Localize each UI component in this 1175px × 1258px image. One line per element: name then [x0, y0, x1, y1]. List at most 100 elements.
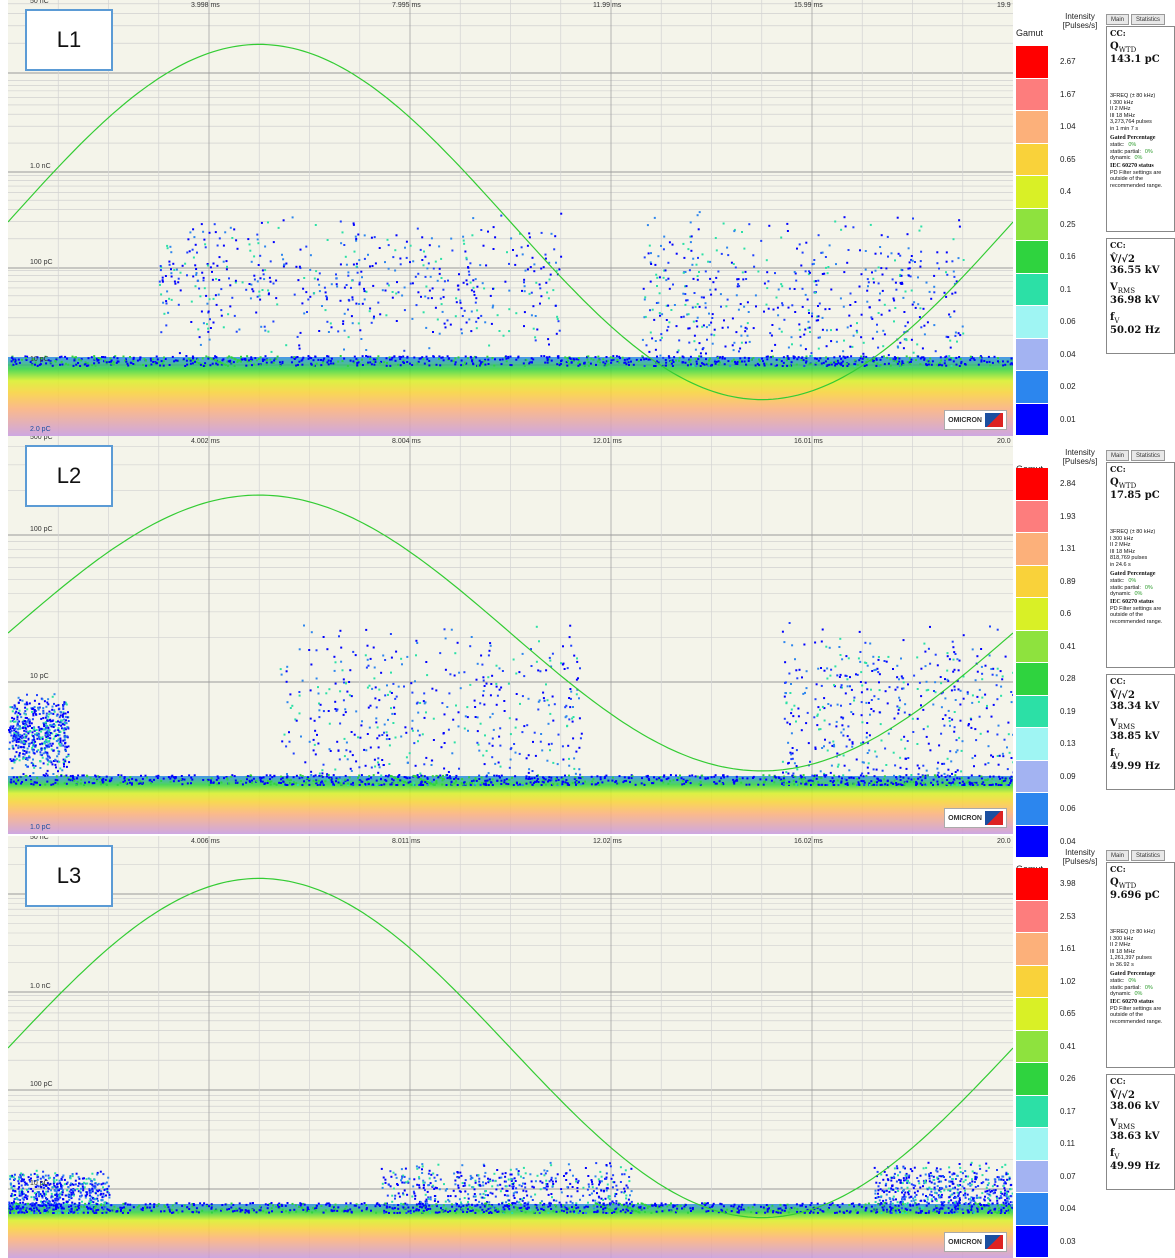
pulse-dot: [795, 363, 798, 366]
pulse-dot: [508, 779, 511, 781]
pulse-dot: [62, 712, 65, 715]
pulse-dot: [514, 263, 517, 266]
pulse-dot: [834, 360, 837, 363]
pulse-dot: [910, 258, 912, 261]
pulse-dot: [582, 782, 585, 785]
pulse-dot: [227, 313, 230, 316]
pulse-dot: [782, 784, 785, 786]
pulse-dot: [299, 774, 302, 777]
pulse-dot: [45, 712, 48, 715]
pulse-dot: [723, 776, 726, 779]
pulse-dot: [802, 778, 805, 781]
pulse-dot: [260, 777, 263, 779]
pulse-dot: [454, 777, 457, 779]
pulse-dot: [785, 692, 787, 695]
pulse-dot: [478, 749, 481, 752]
pulse-dot: [338, 635, 340, 638]
pulse-dot: [840, 361, 843, 364]
pulse-dot: [877, 779, 880, 782]
pulse-dot: [461, 778, 464, 780]
pulse-dot: [709, 277, 712, 280]
pulse-dot: [127, 364, 130, 367]
pulse-dot: [320, 359, 322, 361]
pulse-dot: [805, 355, 808, 358]
pulse-dot: [436, 279, 439, 282]
pulse-dot: [976, 784, 979, 786]
v-peak-label: V̂/√2: [1110, 254, 1135, 265]
pulse-dot: [402, 355, 405, 358]
pulse-dot: [174, 282, 177, 285]
pulse-dot: [548, 656, 551, 659]
pulse-dot: [667, 782, 670, 785]
pulse-dot: [806, 711, 809, 714]
pulse-dot: [45, 714, 48, 717]
freq-line: I 300 kHz: [1110, 99, 1134, 106]
pulse-dot: [173, 280, 176, 283]
pulse-dot: [469, 683, 472, 686]
pulse-dot: [577, 362, 580, 364]
pulse-dot: [719, 293, 722, 296]
pulse-dot: [952, 360, 955, 363]
tab-main[interactable]: Main: [1106, 14, 1130, 25]
pulse-dot: [343, 348, 345, 351]
pulse-dot: [786, 721, 789, 724]
prpd-plot[interactable]: 4.002 ms 8.004 ms 12.01 ms 16.01 ms 20.0 500 …: [8, 436, 1013, 834]
pulse-dot: [918, 229, 921, 232]
pulse-dot: [746, 301, 749, 304]
pulse-dot: [428, 782, 431, 784]
pulse-dot: [439, 652, 442, 655]
pulse-dot: [997, 783, 1000, 786]
pulse-dot: [913, 301, 916, 304]
pulse-dot: [945, 364, 948, 367]
gamut-scale-value: 1.67: [1060, 89, 1076, 99]
gated-row-value: 0%: [1144, 148, 1153, 155]
pulse-dot: [562, 662, 565, 665]
tab-main[interactable]: Main: [1106, 450, 1130, 461]
pulse-dot: [291, 783, 294, 786]
pulse-dot: [348, 694, 351, 697]
pulse-dot: [908, 713, 911, 716]
pulse-dot: [369, 704, 372, 707]
pulse-dot: [858, 359, 861, 362]
pulse-dot: [295, 774, 298, 777]
pulse-dot: [435, 774, 438, 777]
pulse-dot: [907, 757, 910, 759]
pulse-dot: [825, 774, 828, 777]
pulse-dot: [777, 314, 780, 317]
pulse-dot: [940, 774, 943, 777]
pulse-dot: [272, 362, 275, 364]
gamut-scale-value: 0.41: [1060, 641, 1076, 651]
prpd-plot[interactable]: 4.006 ms 8.011 ms 12.02 ms 16.02 ms 20.0 50 n…: [8, 836, 1013, 1258]
prpd-plot[interactable]: 3.998 ms 7.995 ms 11.99 ms 15.99 ms 19.9 50 n…: [8, 0, 1013, 436]
pulse-dot: [352, 360, 355, 363]
pulse-dot: [403, 286, 406, 289]
pulse-dot: [950, 357, 953, 360]
y-axis-label: 1.0 nC: [30, 163, 51, 170]
pulse-dot: [442, 732, 445, 734]
pulse-dot: [419, 702, 422, 704]
pulse-dot: [451, 783, 454, 786]
pulse-dot: [60, 355, 63, 358]
pulse-dot: [86, 775, 89, 778]
tab-statistics[interactable]: Statistics: [1131, 450, 1166, 461]
pulse-dot: [549, 712, 552, 715]
gated-row: dynamic 0%: [1110, 591, 1171, 598]
pulse-dot: [46, 751, 49, 754]
charge-info-box: CC: QWTD 17.85 pC 3FREQ (± 80 kHz) I 300 kHz…: [1106, 462, 1175, 668]
pulse-dot: [757, 783, 760, 786]
pulse-dot: [191, 355, 194, 358]
pulse-dot: [944, 678, 946, 681]
pulse-dot: [330, 326, 333, 329]
tab-statistics[interactable]: Statistics: [1131, 14, 1166, 25]
pulse-dot: [925, 680, 928, 683]
pulse-dot: [860, 714, 863, 717]
pulse-dot: [632, 363, 635, 366]
pulse-dot: [734, 362, 737, 365]
pulse-dot: [326, 648, 329, 651]
pulse-dot: [11, 727, 14, 730]
pulse-dot: [47, 740, 50, 743]
pulse-dot: [125, 358, 127, 361]
pulse-dot: [566, 364, 569, 367]
pulse-dot: [43, 725, 46, 728]
pulse-dot: [787, 346, 790, 349]
